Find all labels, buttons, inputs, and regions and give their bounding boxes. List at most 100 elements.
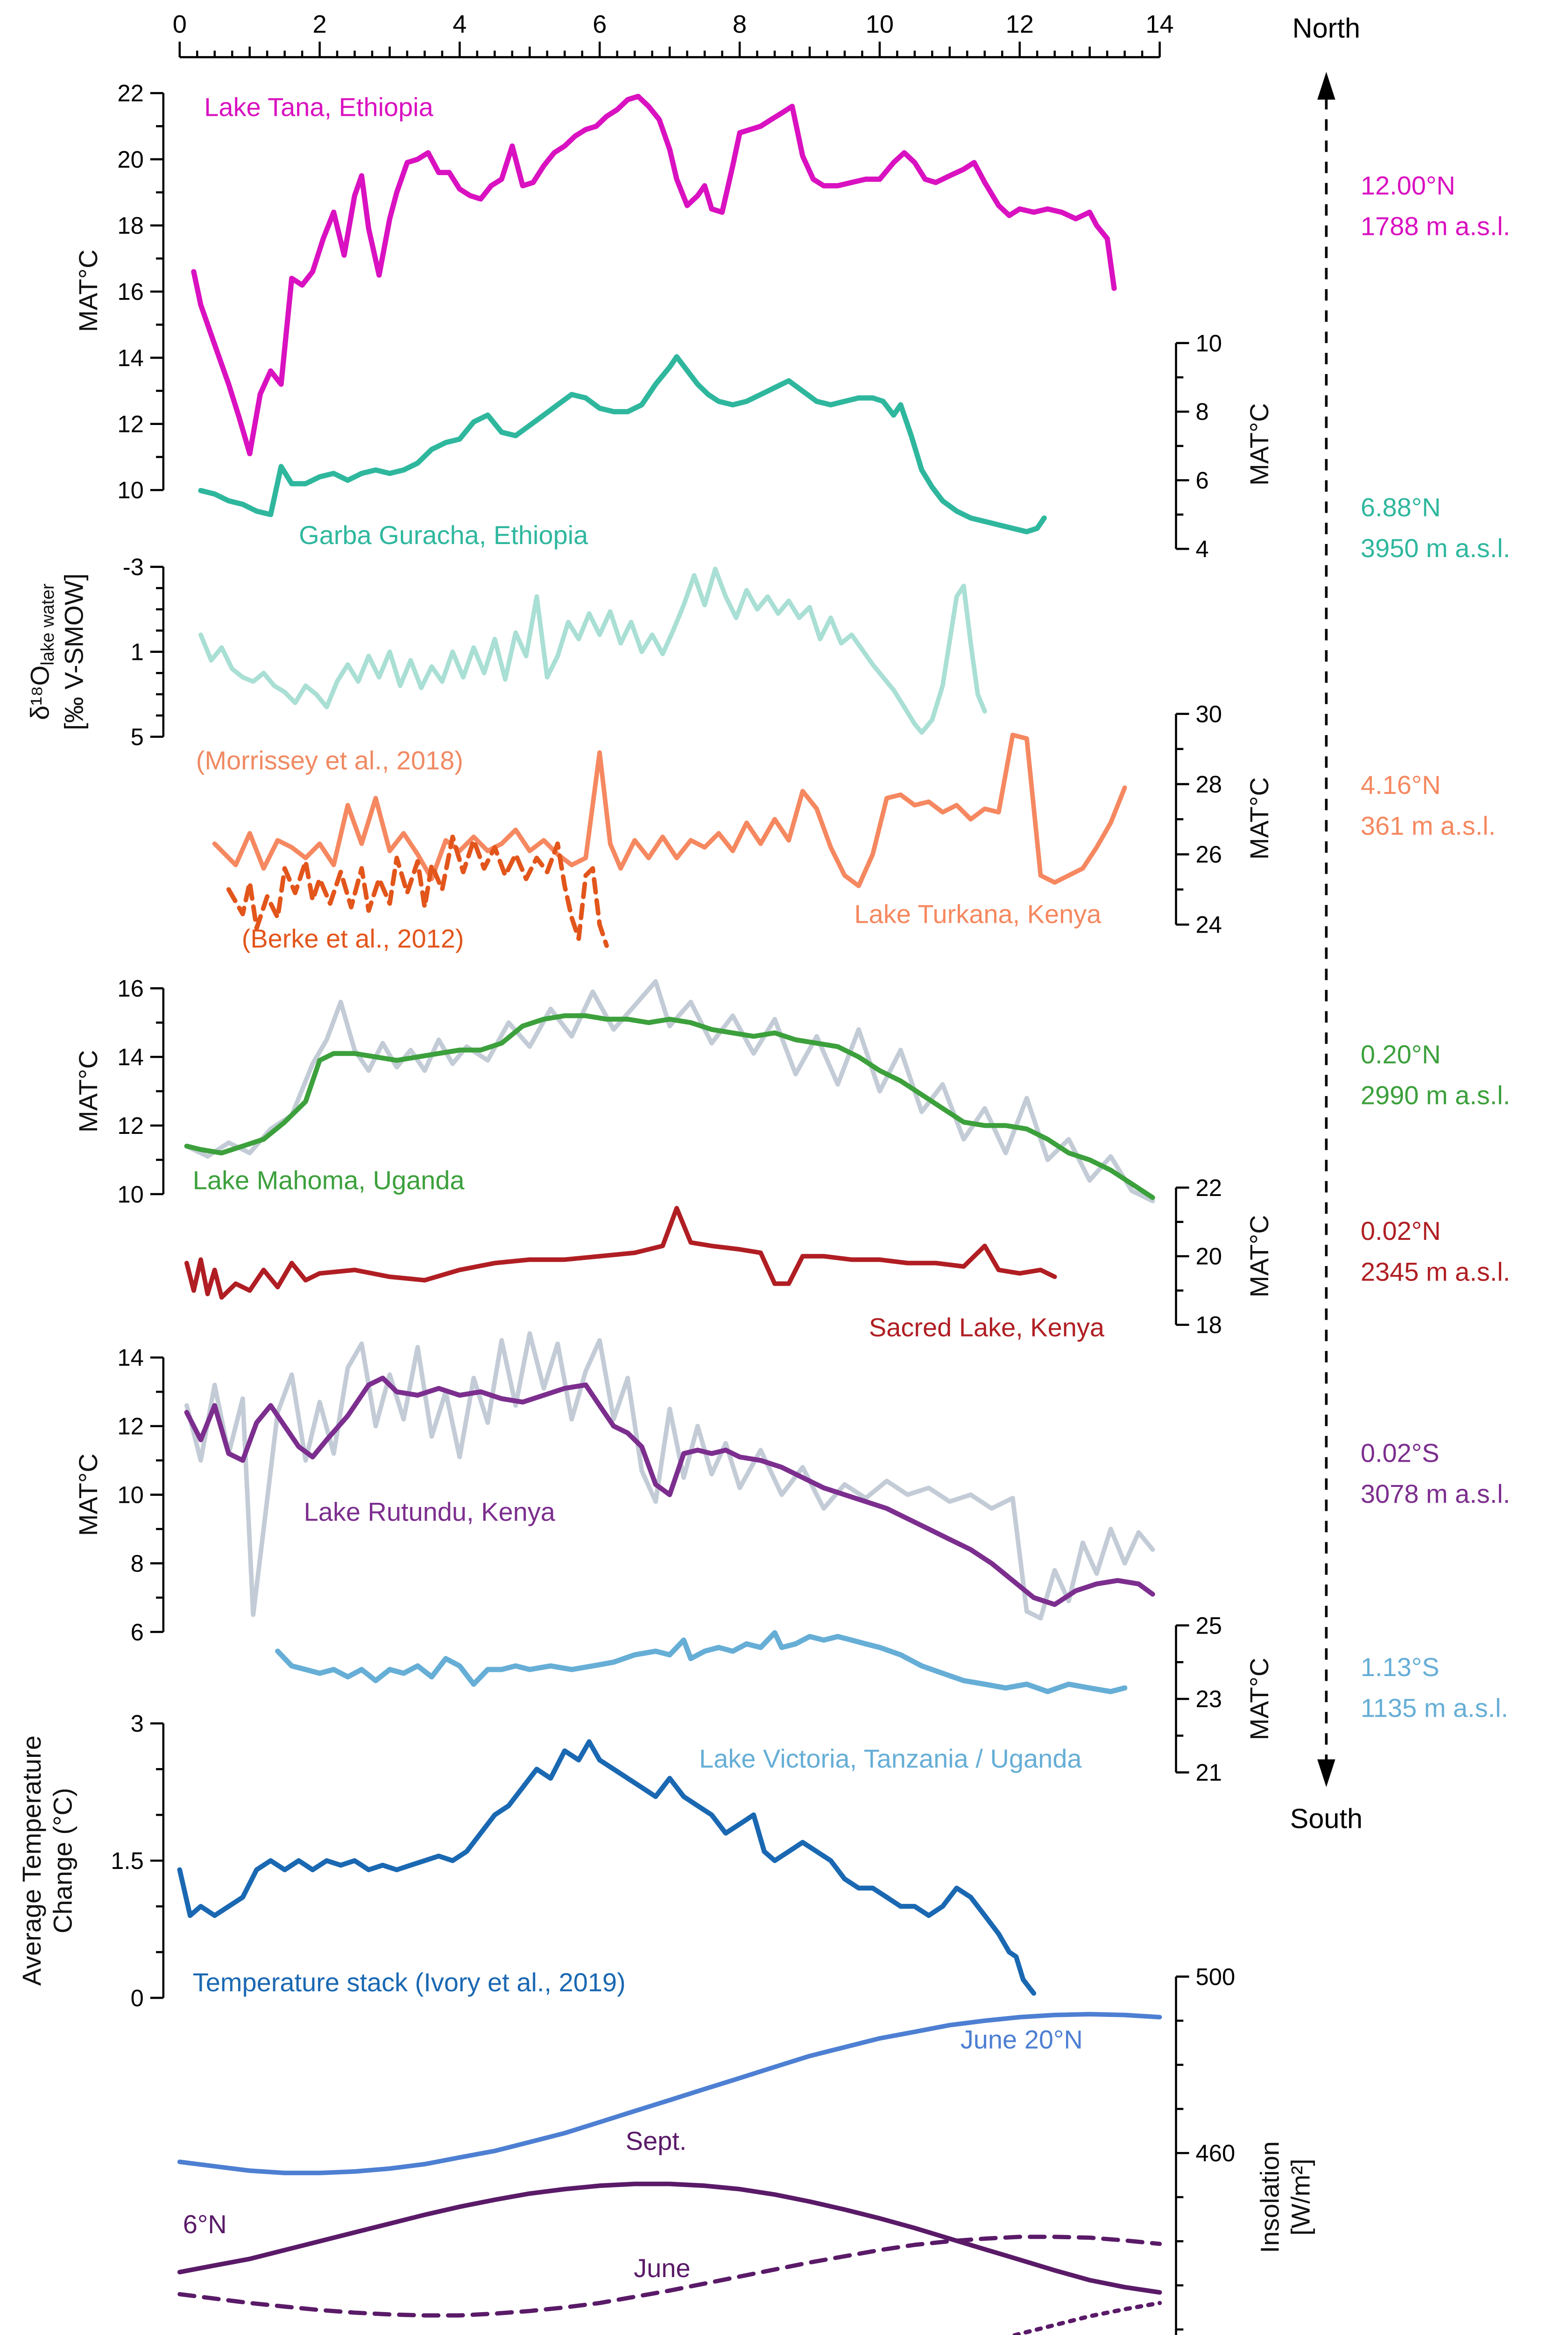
svg-text:14: 14 xyxy=(117,1044,143,1070)
svg-text:0: 0 xyxy=(131,1985,144,2011)
svg-text:8: 8 xyxy=(1196,398,1209,425)
mahoma-mat-line xyxy=(184,1013,1155,1200)
svg-text:-3: -3 xyxy=(123,554,144,580)
svg-text:4: 4 xyxy=(1196,536,1209,562)
berke-mat-line xyxy=(226,835,609,948)
svg-text:12: 12 xyxy=(1006,10,1034,38)
svg-text:10: 10 xyxy=(117,1481,143,1508)
lake-turkana-label: Lake Turkana, Kenya xyxy=(854,901,1102,930)
station-latitude: 12.00°N xyxy=(1360,173,1455,201)
svg-text:1.5: 1.5 xyxy=(111,1847,144,1874)
sacred-mat-line xyxy=(184,1206,1057,1300)
station-garba-guracha: 6.88°N 3950 m a.s.l. xyxy=(1361,488,1510,570)
berke-reference-label: (Berke et al., 2012) xyxy=(241,926,464,954)
garba-mat-line xyxy=(198,354,1047,535)
svg-text:23: 23 xyxy=(1196,1686,1222,1712)
svg-text:22: 22 xyxy=(117,80,143,106)
station-lake-mahoma: 0.20°N 2990 m a.s.l. xyxy=(1361,1036,1510,1118)
north-label: North xyxy=(1292,13,1361,44)
svg-text:26: 26 xyxy=(1196,841,1222,868)
lake-mahoma-label: Lake Mahoma, Uganda xyxy=(192,1168,465,1196)
station-lake-rutundu: 0.02°S 3078 m a.s.l. xyxy=(1361,1434,1510,1516)
tana-y-axis-label: MAT°C xyxy=(76,249,104,333)
d18o-formula: δ¹⁸O xyxy=(27,665,56,720)
svg-text:4: 4 xyxy=(452,10,466,38)
stack-axis-label-line2: Change (°C) xyxy=(50,1788,78,1934)
d18o-y-axis-label: δ¹⁸Olake water [‰ V-SMOW] xyxy=(26,573,92,730)
svg-text:2: 2 xyxy=(313,10,327,38)
svg-text:18: 18 xyxy=(1196,1312,1222,1338)
svg-text:14: 14 xyxy=(117,345,143,371)
morrissey-reference-label: (Morrissey et al., 2018) xyxy=(196,748,464,776)
june-20n-label: June 20°N xyxy=(960,2027,1083,2055)
station-latitude: 4.16°N xyxy=(1360,772,1441,801)
station-latitude: 0.20°N xyxy=(1360,1042,1441,1070)
station-elevation: 2345 m a.s.l. xyxy=(1360,1259,1511,1288)
rutundu-raw-line xyxy=(184,1331,1155,1621)
svg-text:16: 16 xyxy=(117,278,143,305)
svg-text:22: 22 xyxy=(1196,1175,1222,1201)
lake-rutundu-label: Lake Rutundu, Kenya xyxy=(304,1500,555,1528)
sacred-lake-label: Sacred Lake, Kenya xyxy=(869,1315,1104,1343)
station-latitude: 0.02°N xyxy=(1360,1218,1441,1246)
mahoma-y-axis-label: MAT°C xyxy=(76,1050,104,1133)
svg-text:10: 10 xyxy=(866,10,894,38)
sept-label: Sept. xyxy=(625,2128,687,2157)
insolation-y-axis-label: Insolation [W/m²] xyxy=(1256,2141,1318,2253)
station-elevation: 3950 m a.s.l. xyxy=(1360,536,1511,564)
insolation-axis-label-line2: [W/m²] xyxy=(1288,2158,1317,2236)
svg-text:3: 3 xyxy=(131,1710,144,1737)
svg-text:20: 20 xyxy=(1196,1243,1222,1270)
station-latitude: 1.13°S xyxy=(1360,1655,1440,1683)
sacred-y-axis-label: MAT°C xyxy=(1247,1215,1275,1298)
station-elevation: 2990 m a.s.l. xyxy=(1360,1083,1511,1111)
station-sacred-lake: 0.02°N 2345 m a.s.l. xyxy=(1361,1212,1510,1294)
svg-text:14: 14 xyxy=(117,1344,143,1371)
d18o-axis-formula-line: δ¹⁸Olake water xyxy=(26,573,60,730)
svg-text:6: 6 xyxy=(1196,467,1209,494)
d18o-formula-subscript: lake water xyxy=(39,583,59,665)
svg-text:6: 6 xyxy=(131,1619,144,1645)
station-elevation: 3078 m a.s.l. xyxy=(1360,1481,1511,1510)
march-6n-line xyxy=(1007,2300,1162,2335)
station-lake-turkana: 4.16°N 361 m a.s.l. xyxy=(1361,766,1496,848)
svg-text:10: 10 xyxy=(117,1181,143,1208)
station-lake-tana: 12.00°N 1788 m a.s.l. xyxy=(1361,167,1510,248)
tana-mat-line xyxy=(191,93,1117,456)
victoria-mat-line xyxy=(275,1630,1128,1694)
svg-text:500: 500 xyxy=(1196,1963,1236,1990)
insolation-axis-label-line1: Insolation xyxy=(1257,2141,1285,2253)
june-6n-line xyxy=(177,2235,1162,2318)
june-20n-line xyxy=(177,2012,1162,2175)
svg-text:16: 16 xyxy=(117,975,143,1002)
svg-text:14: 14 xyxy=(1145,10,1173,38)
lake-victoria-label: Lake Victoria, Tanzania / Uganda xyxy=(699,1746,1082,1774)
svg-text:460: 460 xyxy=(1196,2140,1236,2166)
svg-text:10: 10 xyxy=(1196,330,1222,356)
mahoma-raw-line xyxy=(184,979,1155,1203)
rutundu-y-axis-label: MAT°C xyxy=(76,1453,104,1536)
turkana-y-axis-label: MAT°C xyxy=(1247,777,1275,860)
station-lake-victoria: 1.13°S 1135 m a.s.l. xyxy=(1361,1648,1508,1730)
svg-text:21: 21 xyxy=(1196,1759,1222,1786)
sept-6n-line xyxy=(177,2181,1162,2295)
svg-text:5: 5 xyxy=(131,723,144,750)
station-elevation: 1788 m a.s.l. xyxy=(1360,214,1511,242)
svg-text:25: 25 xyxy=(1196,1612,1222,1639)
svg-text:6: 6 xyxy=(593,10,607,38)
svg-text:8: 8 xyxy=(131,1550,144,1577)
temperature-stack-label: Temperature stack (Ivory et al., 2019) xyxy=(192,1970,626,1998)
station-elevation: 361 m a.s.l. xyxy=(1360,814,1496,842)
stack-axis-label-line1: Average Temperature xyxy=(19,1735,47,1986)
north-south-arrow xyxy=(1317,71,1335,1787)
station-elevation: 1135 m a.s.l. xyxy=(1360,1695,1509,1724)
stack-line xyxy=(177,1739,1037,1996)
victoria-y-axis-label: MAT°C xyxy=(1247,1657,1275,1741)
rutundu-mat-line xyxy=(184,1375,1155,1607)
svg-text:12: 12 xyxy=(117,410,143,437)
svg-text:12: 12 xyxy=(117,1112,143,1139)
svg-text:18: 18 xyxy=(117,212,143,239)
svg-text:10: 10 xyxy=(117,477,143,503)
